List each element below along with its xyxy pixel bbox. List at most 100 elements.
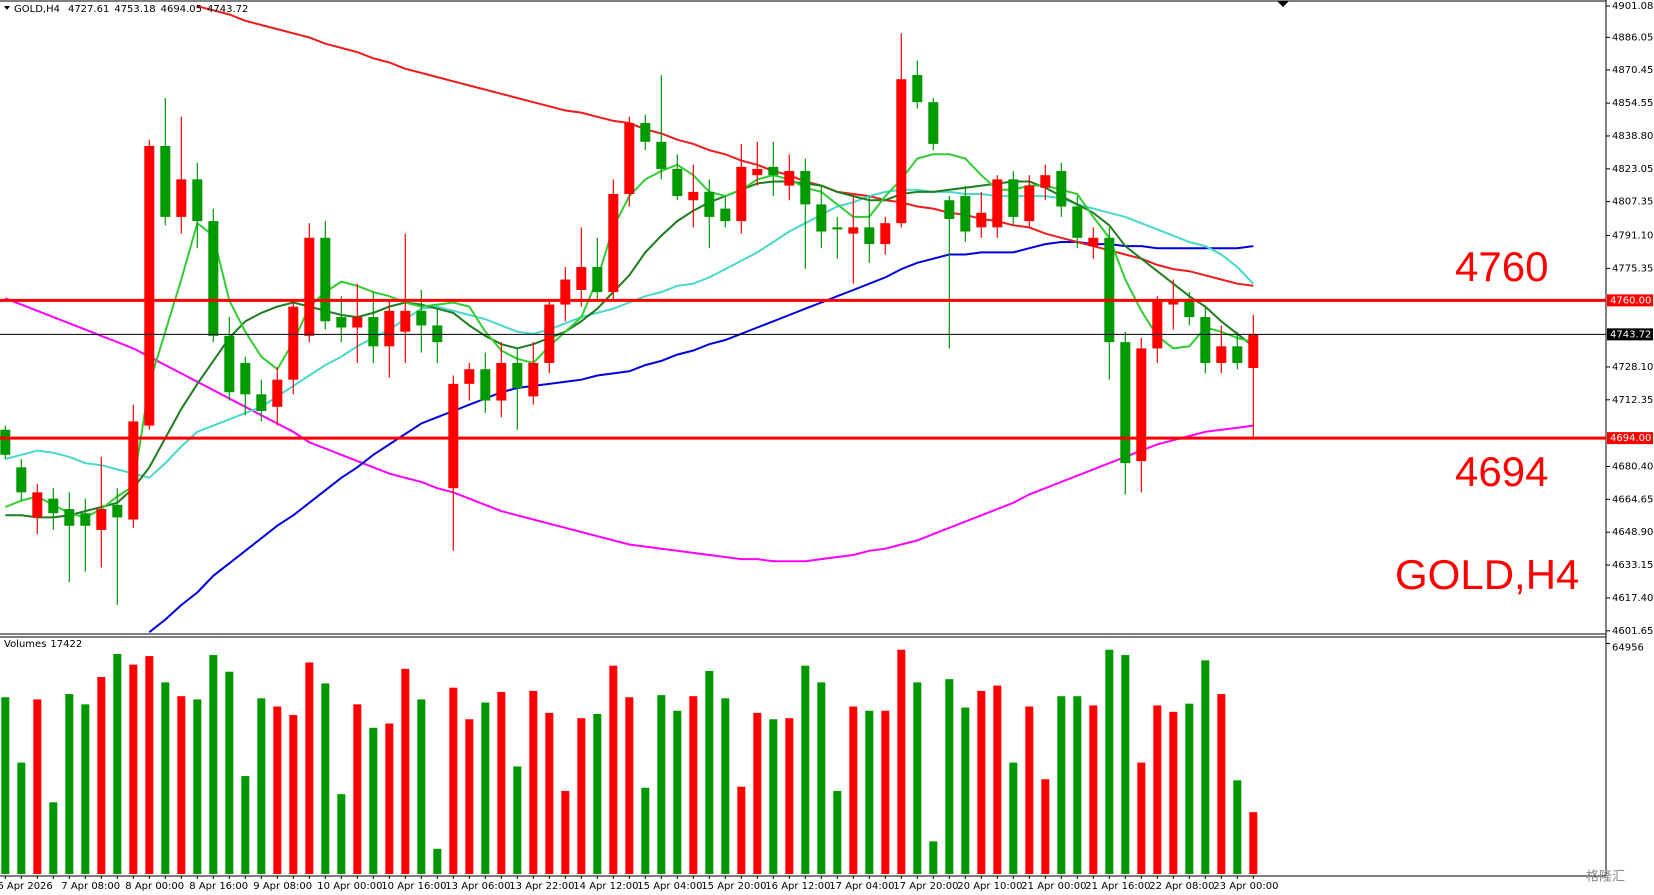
volume-bar [881, 710, 890, 874]
candle-body [528, 362, 539, 397]
candle-body [448, 383, 459, 489]
y-tick-label: 4854.55 [1612, 98, 1653, 109]
volume-bar [385, 723, 394, 874]
candle-body [432, 325, 443, 343]
y-tick-label: 4791.10 [1612, 230, 1653, 241]
volume-bar [481, 702, 490, 874]
volume-bar [945, 679, 954, 874]
symbol-annotation: GOLD,H4 [1395, 551, 1579, 598]
candle-body [480, 369, 491, 401]
header: GOLD,H4 4727.61 4753.18 4694.05 4743.72 [14, 4, 248, 15]
y-tick-label: 4870.45 [1612, 65, 1653, 76]
candle-body [64, 509, 75, 526]
volume-bar [737, 786, 746, 874]
candle-body [928, 102, 939, 144]
candle-body [192, 179, 203, 222]
candle-body [16, 467, 27, 493]
candle-body [400, 310, 411, 332]
volume-bar [417, 699, 426, 874]
volume-value: 17422 [50, 639, 82, 650]
candle-body [496, 362, 507, 401]
candle-body [1168, 300, 1179, 305]
candle-body [80, 513, 91, 526]
volume-bar [897, 649, 906, 874]
candle-body [800, 171, 811, 205]
y-tick-label: 4728.10 [1612, 362, 1653, 373]
volume-bar [961, 707, 970, 874]
volume-bar [1073, 696, 1082, 874]
volume-bar [209, 655, 218, 874]
candle-body [112, 504, 123, 518]
volume-bar [1185, 703, 1194, 874]
volume-bar [1121, 655, 1130, 874]
level-annotation: 4694 [1455, 448, 1548, 495]
moving-average [4, 297, 1254, 563]
volume-bar [929, 841, 938, 874]
volume-bar [433, 848, 442, 874]
candle-body [48, 498, 59, 514]
volume-bar [993, 685, 1002, 874]
x-tick-label: 14 Apr 12:00 [573, 881, 638, 892]
candle-body [640, 123, 651, 142]
volume-bar [673, 710, 682, 874]
candle-body [656, 141, 667, 169]
price-label-box [1607, 294, 1653, 307]
candle-body [864, 227, 875, 245]
y-tick-label: 4823.05 [1612, 164, 1653, 175]
volume-bar [817, 682, 826, 874]
candle-body [352, 317, 363, 328]
volume-bar [753, 712, 762, 874]
volume-bar [1009, 762, 1018, 874]
candle-body [416, 310, 427, 326]
candle-body [592, 267, 603, 293]
y-tick-label: 4617.40 [1612, 593, 1653, 604]
volume-bar [161, 682, 170, 874]
x-tick-label: 13 Apr 22:00 [509, 881, 574, 892]
volume-bar [1089, 705, 1098, 874]
candle-body [752, 168, 763, 176]
volume-bar [369, 727, 378, 874]
candle-body [464, 369, 475, 384]
candle-body [672, 168, 683, 197]
volume-bar [689, 696, 698, 874]
low: 4694.05 [161, 4, 202, 15]
candle-body [1024, 185, 1035, 222]
candle-body [1200, 317, 1211, 363]
candle-body [32, 492, 43, 518]
x-tick-label: 10 Apr 16:00 [381, 881, 446, 892]
candle-body [944, 200, 955, 220]
candle-body [720, 208, 731, 222]
y-tick-label: 64956 [1612, 642, 1644, 653]
volume-bar [769, 719, 778, 874]
candle-body [1088, 237, 1099, 247]
high: 4753.18 [114, 4, 155, 15]
candle-body [960, 196, 971, 232]
candle-body [1152, 300, 1163, 349]
volume-bar [33, 699, 42, 874]
volume-bar [81, 704, 90, 874]
x-tick-label: 21 Apr 16:00 [1085, 881, 1150, 892]
candle-body [704, 191, 715, 217]
volume-bar [241, 776, 250, 874]
volume-bar [1, 697, 10, 874]
x-tick-label: 15 Apr 20:00 [701, 881, 766, 892]
volume-bar [721, 698, 730, 874]
candle-body [256, 394, 267, 411]
candle-body [208, 221, 219, 336]
symbol: GOLD,H4 [14, 4, 60, 15]
volume-bar [129, 664, 138, 874]
volume-bar [593, 713, 602, 874]
candle-body [912, 75, 923, 103]
volume-bar [529, 690, 538, 874]
y-tick-label: 4633.15 [1612, 560, 1653, 571]
volume-bar [977, 690, 986, 874]
candle-body [1056, 171, 1067, 207]
candle-body [1120, 342, 1131, 464]
candle-body [1008, 179, 1019, 217]
x-tick-label: 8 Apr 00:00 [125, 881, 184, 892]
volume-bar [785, 718, 794, 874]
candle-body [880, 223, 891, 245]
volume-bar [97, 677, 106, 874]
